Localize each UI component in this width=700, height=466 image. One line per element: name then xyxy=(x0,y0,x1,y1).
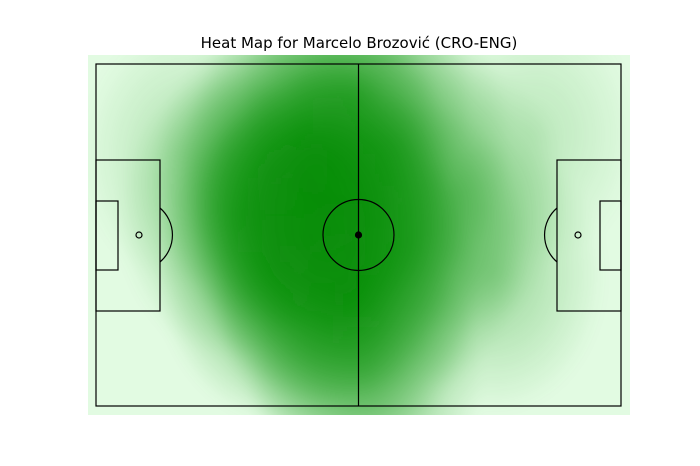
chart-title: Heat Map for Marcelo Brozović (CRO-ENG) xyxy=(201,34,518,52)
density-hotspot xyxy=(81,22,291,287)
centre-spot xyxy=(356,232,362,238)
